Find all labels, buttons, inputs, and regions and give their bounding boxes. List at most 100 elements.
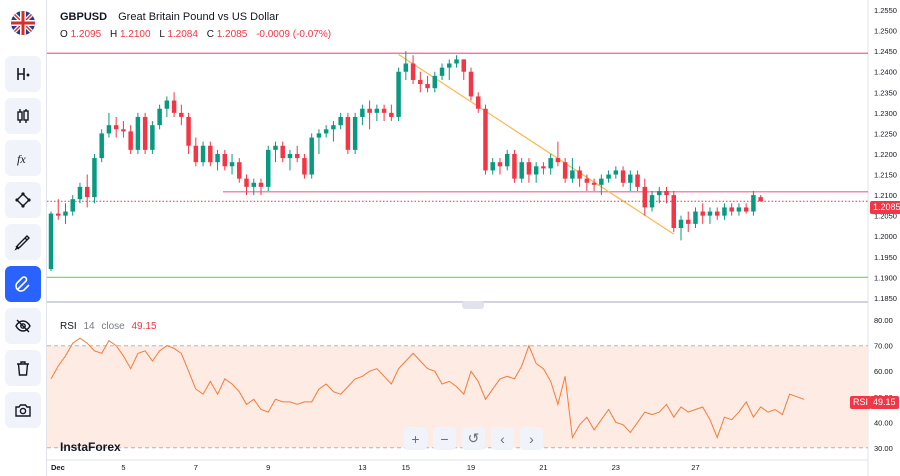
zoom-toolbar: + − ↺ ‹ ›: [404, 427, 543, 450]
svg-text:fx: fx: [17, 152, 26, 166]
candle-body: [577, 170, 582, 179]
candle-body: [642, 186, 648, 208]
candle-body: [70, 199, 75, 212]
last-price-label: 1.2085: [870, 201, 900, 214]
rsi-tick-label: 70.00: [874, 342, 893, 351]
candle-body: [649, 195, 655, 208]
candle-body: [678, 219, 684, 228]
time-tick-label: 19: [467, 463, 475, 472]
scroll-right-button[interactable]: ›: [520, 427, 543, 450]
rsi-current-value: 49.15: [131, 321, 157, 332]
brush-tool-button[interactable]: [5, 224, 41, 260]
remove-drawings-button[interactable]: [5, 350, 41, 386]
candle-body: [215, 153, 220, 163]
zoom-out-button[interactable]: −: [433, 427, 456, 450]
price-tick-label: 1.2500: [874, 27, 897, 36]
candle-body: [142, 116, 148, 150]
magnet-tool-button[interactable]: [5, 266, 41, 302]
candle-body: [309, 137, 314, 175]
scroll-left-button[interactable]: ‹: [491, 427, 514, 450]
price-tick-label: 1.2000: [874, 232, 897, 241]
low-value: 1.2084: [167, 29, 198, 40]
candle-body: [562, 162, 568, 179]
candle-body: [418, 79, 423, 85]
rsi-tick-label: 60.00: [874, 367, 893, 376]
candle-body: [584, 178, 590, 183]
candle-body: [287, 153, 293, 159]
rsi-source: close: [101, 321, 125, 332]
candle-body: [548, 158, 553, 169]
candle-body: [620, 170, 626, 183]
candle-body: [316, 133, 322, 138]
low-label: L: [159, 29, 165, 40]
price-tick-label: 1.1950: [874, 253, 897, 262]
candle-body: [193, 145, 199, 163]
candle-body: [504, 153, 510, 167]
price-tick-label: 1.2550: [874, 6, 897, 15]
hide-drawings-button[interactable]: [5, 308, 41, 344]
candle-body: [439, 67, 445, 76]
candle-body: [526, 162, 532, 175]
price-tick-label: 1.2350: [874, 88, 897, 97]
candle-body: [519, 162, 524, 179]
candle-body: [164, 100, 170, 109]
price-tick-label: 1.1850: [874, 294, 897, 303]
candle-body: [237, 162, 242, 179]
brush-icon: [14, 235, 30, 251]
time-tick-label: 27: [691, 463, 699, 472]
candle-body: [265, 149, 271, 187]
candle-body: [555, 158, 561, 163]
candle-body: [251, 182, 257, 187]
time-tick-label: 23: [612, 463, 620, 472]
gb-us-flag-icon: [11, 11, 35, 35]
candle-body: [722, 207, 727, 216]
rsi-tag-label: RSI: [850, 396, 872, 409]
trash-icon: [17, 361, 29, 376]
symbol-name[interactable]: GBPUSD: [60, 11, 108, 23]
price-tick-label: 1.2200: [874, 150, 897, 159]
candle-body: [483, 108, 488, 171]
symbol-legend: GBPUSD Great Britain Pound vs US Dollar: [60, 11, 279, 23]
candle-body: [381, 108, 387, 113]
rsi-legend: RSI 14 close 49.15: [60, 321, 157, 332]
candle-body: [55, 213, 61, 216]
candle-body: [606, 174, 611, 179]
text-h-icon: [17, 68, 30, 80]
candles-icon: [17, 109, 29, 123]
candle-body: [635, 174, 640, 187]
candle-body: [99, 133, 104, 159]
text-tool-button[interactable]: [5, 56, 41, 92]
camera-icon: [15, 404, 31, 417]
candle-body: [150, 125, 155, 150]
candle-body: [570, 170, 575, 179]
price-tick-label: 1.2100: [874, 191, 897, 200]
rsi-name[interactable]: RSI: [60, 321, 77, 332]
high-value: 1.2100: [119, 29, 151, 40]
candle-body: [84, 186, 90, 198]
screenshot-button[interactable]: [5, 392, 41, 428]
candle-body: [693, 211, 698, 224]
candle-body: [171, 100, 177, 113]
candle-body: [135, 116, 141, 150]
long-short-tool-button[interactable]: [5, 98, 41, 134]
candle-body: [323, 129, 329, 134]
zoom-in-button[interactable]: +: [404, 427, 427, 450]
rsi-tick-label: 80.00: [874, 316, 893, 325]
candle-body: [475, 96, 481, 109]
time-tick-label: 15: [402, 463, 410, 472]
candle-body: [338, 116, 343, 126]
path-nodes-icon: [15, 192, 31, 208]
rsi-value-label: 49.15: [870, 396, 899, 409]
reset-chart-button[interactable]: ↺: [462, 427, 485, 450]
path-tool-button[interactable]: [5, 182, 41, 218]
candle-body: [121, 129, 126, 132]
candle-body: [222, 153, 228, 167]
indicators-button[interactable]: fx: [5, 140, 41, 176]
candle-body: [200, 145, 206, 163]
candle-body: [512, 153, 517, 179]
time-tick-label: 21: [539, 463, 547, 472]
magnet-icon: [15, 276, 30, 292]
price-tick-label: 1.2050: [874, 212, 897, 221]
candle-body: [707, 211, 713, 216]
